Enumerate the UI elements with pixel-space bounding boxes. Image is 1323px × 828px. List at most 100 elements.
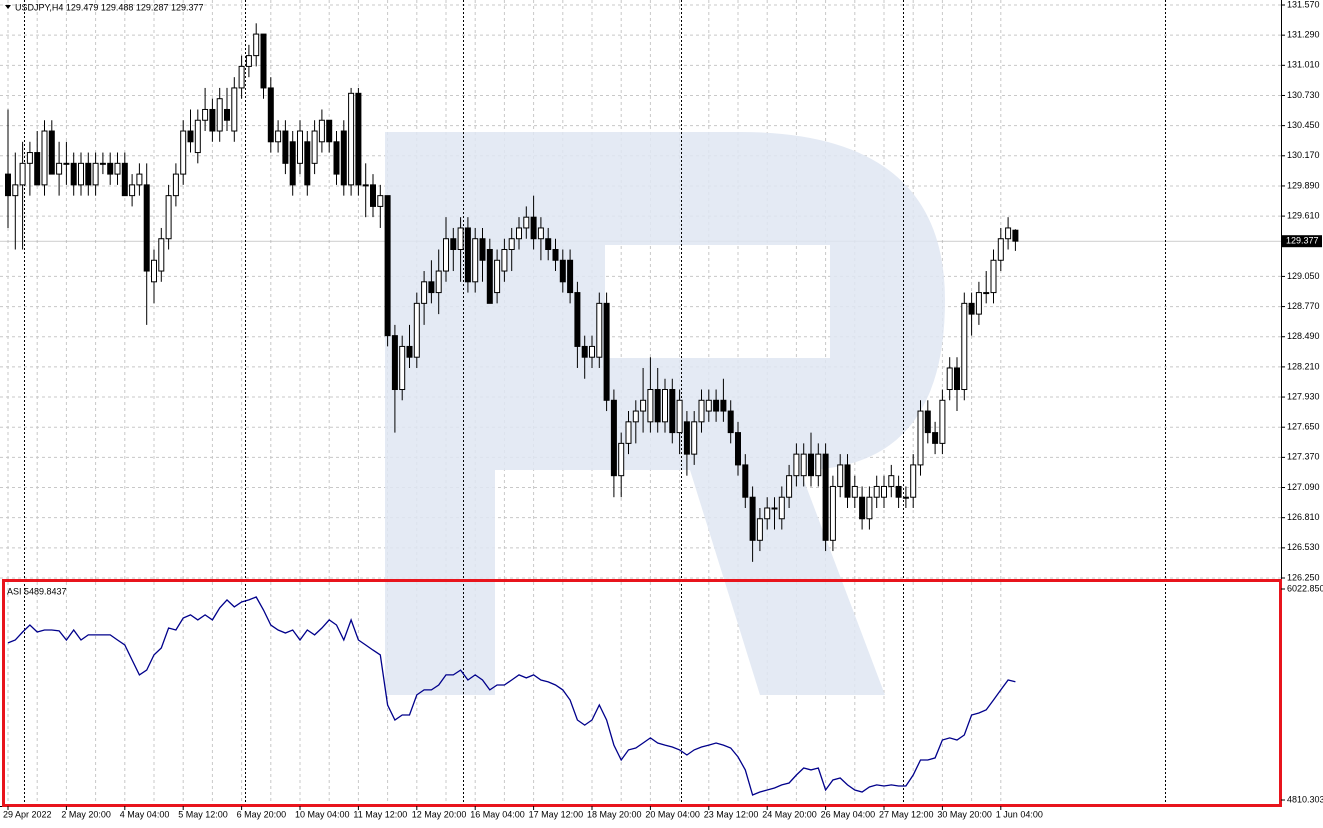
candle-body — [530, 216, 537, 240]
candle-body — [318, 119, 325, 143]
candle-body — [63, 162, 70, 165]
candle-body — [844, 464, 851, 498]
candle-body — [720, 399, 727, 412]
candle-body — [472, 238, 479, 283]
candle-body — [362, 184, 369, 187]
candle-body — [749, 496, 756, 541]
candle-body — [537, 227, 544, 240]
candle-body — [99, 162, 106, 165]
candle-body — [78, 162, 84, 186]
candle-body — [574, 292, 581, 347]
candle-body — [151, 259, 157, 283]
y-tick-label: 129.890 — [1287, 180, 1320, 190]
candle-body — [464, 227, 471, 283]
candle-body — [26, 152, 33, 164]
candle-body — [618, 442, 625, 477]
candle-body — [326, 119, 333, 143]
y-tick-label: 131.570 — [1287, 0, 1320, 9]
candle-body — [939, 399, 946, 444]
candle-body — [698, 399, 705, 423]
candle-body — [501, 248, 508, 272]
candle-body — [625, 421, 632, 444]
x-tick-label: 23 May 12:00 — [704, 809, 759, 819]
highlight-frame — [2, 579, 1282, 807]
candle-body — [48, 130, 55, 175]
candle-body — [968, 302, 975, 315]
candle-body — [640, 399, 647, 412]
candle-body — [888, 475, 895, 487]
y-tick-label: 4810.3031 — [1287, 794, 1323, 804]
candle-body — [508, 238, 515, 250]
candle-body — [559, 259, 566, 283]
x-tick-label: 12 May 20:00 — [412, 809, 467, 819]
candle-body — [187, 130, 194, 143]
candle-body — [683, 421, 690, 455]
candle-body — [377, 195, 384, 207]
candle-body — [917, 410, 924, 466]
candle-body — [143, 184, 150, 272]
candle-body — [990, 259, 997, 294]
x-tick-label: 26 May 04:00 — [821, 809, 876, 819]
x-tick-label: 2 May 20:00 — [61, 809, 111, 819]
candle-body — [800, 453, 807, 477]
candle-body — [764, 507, 771, 520]
candle-body — [859, 496, 866, 520]
candle-body — [5, 173, 11, 197]
candle-body — [355, 92, 362, 186]
x-tick-label: 20 May 04:00 — [645, 809, 700, 819]
candle-body — [632, 410, 639, 423]
candle-body — [443, 238, 449, 272]
candle-body — [92, 162, 99, 186]
candle-body — [523, 216, 530, 229]
candle-body — [954, 367, 960, 391]
x-tick-label: 6 May 20:00 — [237, 809, 287, 819]
y-tick-label: 130.730 — [1287, 90, 1320, 100]
candle-body — [873, 485, 880, 498]
candle-body — [946, 367, 953, 391]
price-tag — [1282, 235, 1322, 248]
candle-body — [450, 238, 457, 250]
y-tick-label: 127.930 — [1287, 391, 1320, 401]
candle-body — [669, 389, 676, 434]
candle-body — [997, 238, 1004, 261]
candle-body — [209, 108, 216, 132]
candle-body — [165, 195, 172, 240]
candle-body — [756, 518, 763, 541]
candle-body — [34, 152, 41, 186]
indicator-title: ASI 5489.8437 — [7, 586, 67, 596]
candle-body — [399, 345, 406, 391]
candle-body — [552, 248, 559, 261]
candle-body — [158, 238, 165, 272]
candle-body — [260, 33, 267, 89]
candle-body — [406, 345, 413, 358]
candle-body — [340, 130, 347, 186]
candle-body — [435, 270, 442, 294]
candle-body — [983, 292, 990, 295]
candle-body — [216, 98, 223, 132]
y-tick-label: 129.610 — [1287, 210, 1320, 220]
candle-body — [808, 453, 814, 477]
candle-body — [348, 92, 355, 186]
candle-body — [85, 162, 92, 186]
candle-body — [705, 399, 712, 412]
candle-body — [107, 162, 114, 175]
candle-body — [647, 389, 654, 423]
candle-body — [479, 238, 486, 261]
candle-body — [231, 87, 238, 132]
candle-body — [786, 475, 793, 498]
candle-body — [297, 130, 303, 164]
candle-body — [289, 141, 296, 186]
y-tick-label: 127.650 — [1287, 422, 1320, 432]
y-tick-label: 128.490 — [1287, 331, 1320, 341]
candle-body — [421, 281, 428, 304]
candle-body — [41, 130, 48, 186]
y-tick-label: 127.370 — [1287, 452, 1320, 462]
candle-body — [727, 410, 734, 434]
candle-body — [253, 33, 260, 57]
y-tick-label: 126.530 — [1287, 542, 1320, 552]
candle-body — [735, 432, 741, 466]
candle-body — [822, 453, 829, 541]
candle-body — [581, 345, 588, 358]
